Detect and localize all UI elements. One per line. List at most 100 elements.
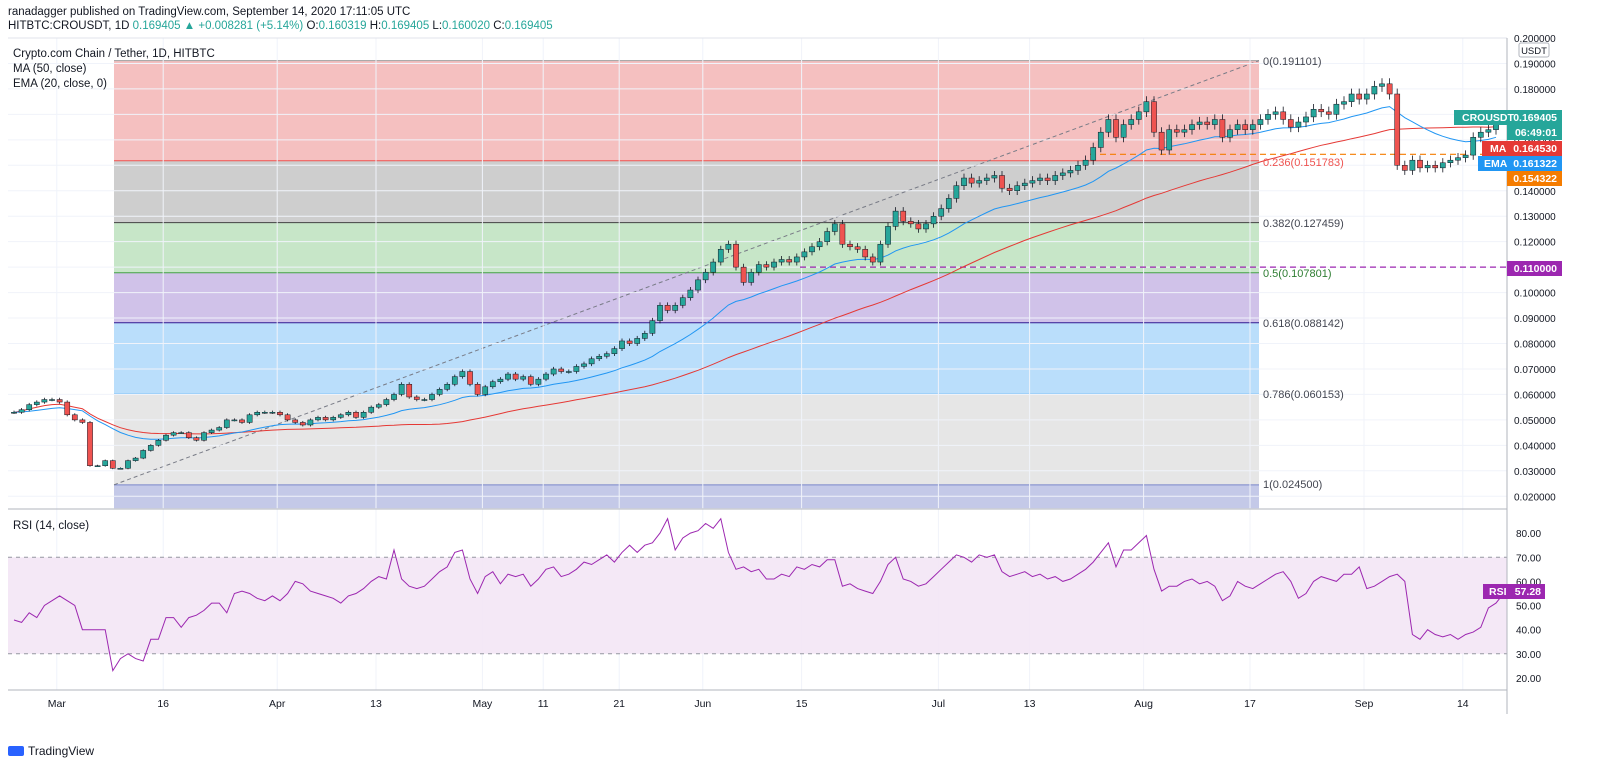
candle-body <box>444 383 451 390</box>
high-label: H: <box>369 20 382 32</box>
candle-body <box>717 249 724 263</box>
candle-body <box>527 376 534 385</box>
rsi-tick-label: 30.00 <box>1516 650 1541 661</box>
candle-body <box>497 378 504 382</box>
candle-body <box>1204 121 1211 125</box>
candle-body <box>299 422 306 426</box>
candle-body <box>451 376 458 385</box>
candle-body <box>109 460 116 469</box>
candle-body <box>1249 124 1256 130</box>
candle-body <box>436 389 443 395</box>
candle-body <box>322 417 329 421</box>
candle-body <box>1120 124 1127 138</box>
candle-body <box>869 256 876 263</box>
ma-badge-label: MA <box>1490 143 1507 155</box>
candle-body <box>565 371 572 373</box>
candle-body <box>961 177 967 186</box>
candle-body <box>231 419 238 422</box>
candle-body <box>1143 101 1150 113</box>
price-tick-label: 0.100000 <box>1514 289 1556 300</box>
candle-body <box>733 243 739 268</box>
candle-body <box>64 401 71 416</box>
close-value: 0.169405 <box>504 20 553 32</box>
candle-body <box>1485 129 1492 133</box>
rsi-tick-label: 20.00 <box>1516 674 1541 685</box>
candle-body <box>223 419 230 428</box>
open-label: O: <box>306 20 319 32</box>
candle-body <box>56 399 63 403</box>
rsi-pane <box>8 517 1512 673</box>
candle-body <box>854 246 861 250</box>
candle-body <box>201 432 207 441</box>
candle-body <box>155 440 162 446</box>
candle-body <box>94 465 101 467</box>
candle-body <box>976 180 983 184</box>
candle-body <box>945 198 952 209</box>
candle-body <box>1363 93 1370 100</box>
candle-body <box>512 373 519 380</box>
candle-body <box>581 363 587 367</box>
candle-body <box>315 417 321 421</box>
price-tick-label: 0.030000 <box>1514 467 1556 478</box>
candle-body <box>1371 86 1378 95</box>
candle-body <box>679 297 686 306</box>
candle-body <box>1151 101 1157 133</box>
candle-body <box>459 371 466 377</box>
time-tick-label: 13 <box>370 698 382 710</box>
candle-body <box>877 243 884 263</box>
candle-body <box>429 394 435 400</box>
orange-level-badge <box>1507 171 1562 186</box>
candle-body <box>1097 131 1104 148</box>
candle-body <box>345 412 352 416</box>
candle-body <box>185 432 192 438</box>
candle-body <box>1439 162 1446 169</box>
candle-body <box>132 457 139 461</box>
candle-body <box>923 223 929 230</box>
price-tick-label: 0.090000 <box>1514 314 1556 325</box>
quote-line: HITBTC:CROUSDT, 1D 0.169405 ▲ +0.008281 … <box>8 19 553 33</box>
candle-body <box>725 243 732 250</box>
chart-grid <box>8 37 1507 690</box>
price-tick-label: 0.140000 <box>1514 187 1556 198</box>
published-line: ranadagger published on TradingView.com,… <box>8 6 411 18</box>
candle-body <box>1272 111 1279 115</box>
footer-brand: TradingView <box>28 744 95 758</box>
footer[interactable]: TradingView <box>8 744 94 758</box>
candle-body <box>634 338 641 344</box>
candle-body <box>1417 159 1423 169</box>
candle-body <box>193 437 200 441</box>
candle-body <box>383 399 390 405</box>
rsi-badge-value: 57.28 <box>1515 586 1541 598</box>
time-tick-label: 17 <box>1244 698 1256 710</box>
fib-zone-0786-1 <box>114 394 1259 485</box>
candle-body <box>147 445 154 451</box>
candle-body <box>1227 129 1233 138</box>
candle-body <box>558 368 565 372</box>
candle-body <box>847 243 853 248</box>
candle-body <box>246 414 253 423</box>
candle-body <box>307 419 314 426</box>
candle-body <box>163 434 169 441</box>
low-value: 0.160020 <box>442 20 490 32</box>
price-tick-label: 0.200000 <box>1514 34 1556 45</box>
candle-body <box>140 450 147 459</box>
candle-body <box>1234 124 1241 130</box>
candle-body <box>930 215 937 225</box>
time-tick-label: Sep <box>1355 698 1374 710</box>
candle-body <box>907 221 914 225</box>
candle-body <box>1037 177 1043 181</box>
candle-body <box>1067 170 1074 174</box>
candle-body <box>786 259 793 263</box>
candle-body <box>573 366 580 372</box>
candle-body <box>900 210 907 222</box>
candle-body <box>953 185 960 199</box>
candle-body <box>1409 159 1416 171</box>
candle-body <box>41 399 48 403</box>
candle-body <box>1052 175 1059 181</box>
candle-body <box>11 412 17 414</box>
fib-zone-0382-05 <box>114 222 1259 273</box>
candle-body <box>71 414 78 421</box>
candle-body <box>413 396 420 400</box>
candle-body <box>125 460 131 469</box>
